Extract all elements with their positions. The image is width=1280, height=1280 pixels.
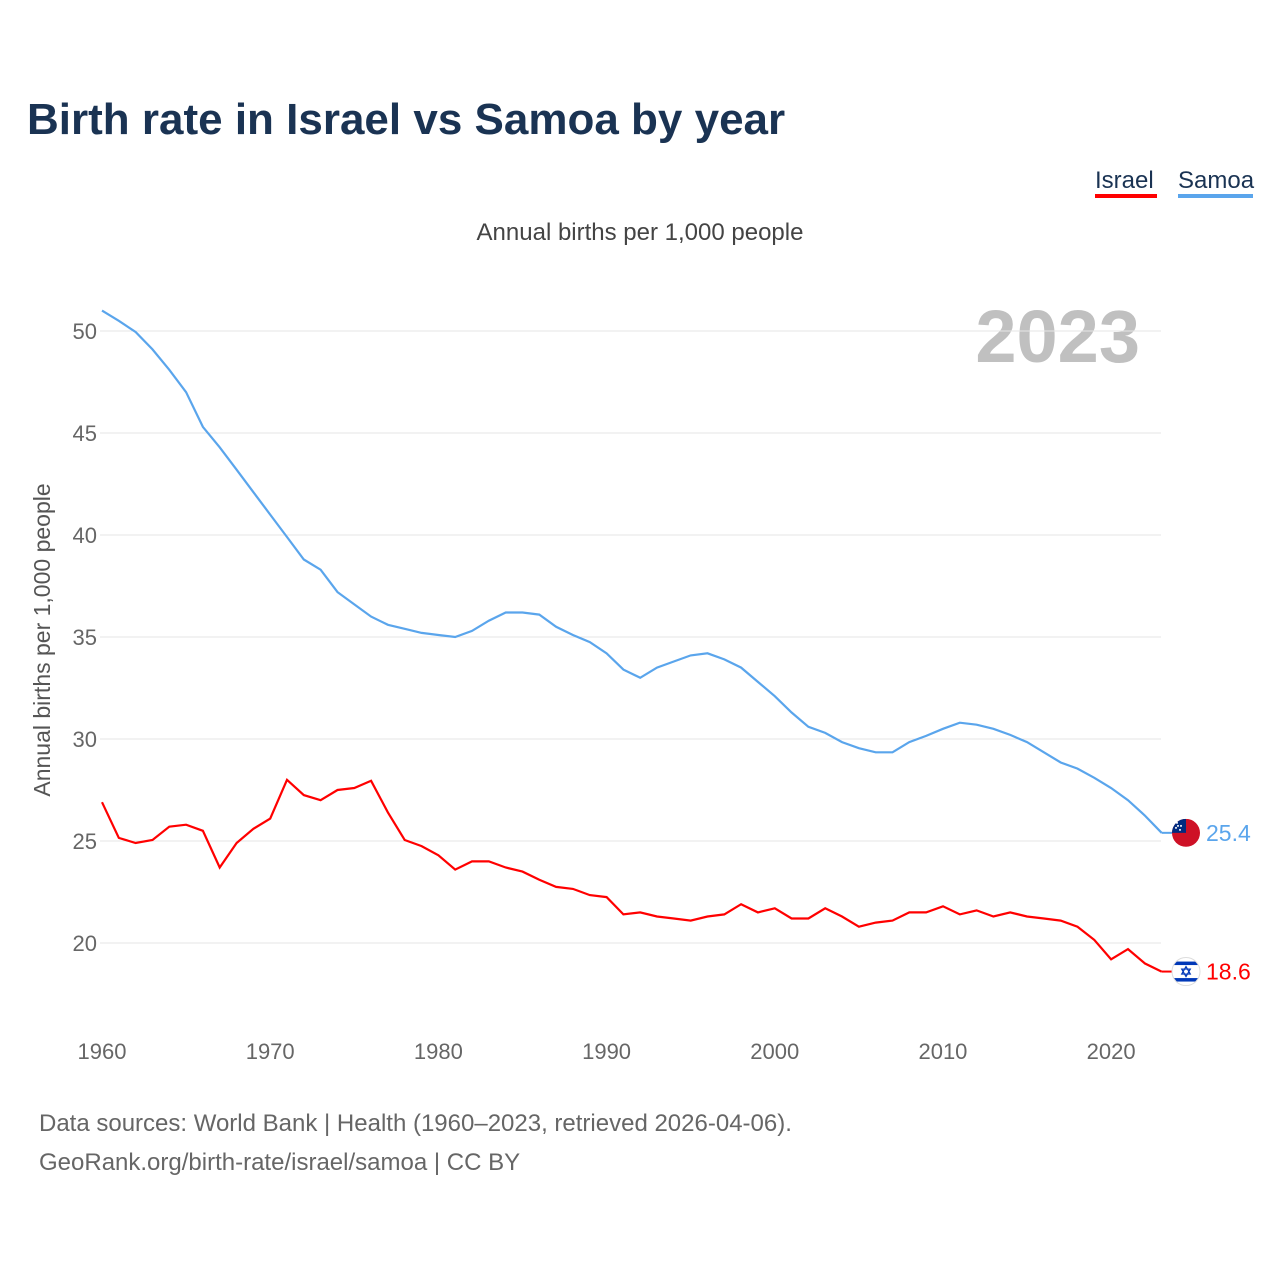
end-value-label: 25.4: [1206, 820, 1251, 846]
x-tick-label: 1990: [582, 1039, 631, 1064]
israel-flag-icon: [1171, 957, 1201, 987]
legend-label: Israel: [1095, 167, 1154, 194]
samoa-flag-icon: [1172, 818, 1200, 847]
y-axis-label: Annual births per 1,000 people: [29, 483, 55, 796]
legend: Israel Samoa: [1095, 167, 1255, 198]
x-tick-label: 1980: [414, 1039, 463, 1064]
chart-title: Birth rate in Israel vs Samoa by year: [27, 95, 785, 144]
chart-subtitle: Annual births per 1,000 people: [477, 219, 804, 246]
legend-swatch: [1095, 194, 1157, 198]
end-value-label: 18.6: [1206, 959, 1251, 985]
y-tick-label: 45: [73, 421, 97, 446]
y-tick-label: 20: [73, 931, 97, 956]
y-tick-label: 30: [73, 727, 97, 752]
legend-item-israel[interactable]: Israel: [1095, 167, 1157, 198]
y-tick-label: 40: [73, 523, 97, 548]
x-tick-label: 2000: [750, 1039, 799, 1064]
footer-link[interactable]: GeoRank.org/birth-rate/israel/samoa | CC…: [39, 1149, 520, 1176]
y-tick-label: 25: [73, 829, 97, 854]
y-tick-label: 50: [73, 319, 97, 344]
x-tick-label: 2010: [918, 1039, 967, 1064]
legend-label: Samoa: [1178, 167, 1255, 194]
legend-swatch: [1178, 194, 1253, 198]
y-tick-label: 35: [73, 625, 97, 650]
footer-sources: Data sources: World Bank | Health (1960–…: [39, 1110, 792, 1137]
series-line-samoa: [101, 309, 1163, 834]
x-tick-label: 1970: [246, 1039, 295, 1064]
year-badge: 2023: [975, 295, 1140, 378]
x-tick-label: 1960: [78, 1039, 127, 1064]
x-tick-label: 2020: [1087, 1039, 1136, 1064]
legend-item-samoa[interactable]: Samoa: [1178, 167, 1255, 198]
series-line-israel: [101, 777, 1163, 973]
